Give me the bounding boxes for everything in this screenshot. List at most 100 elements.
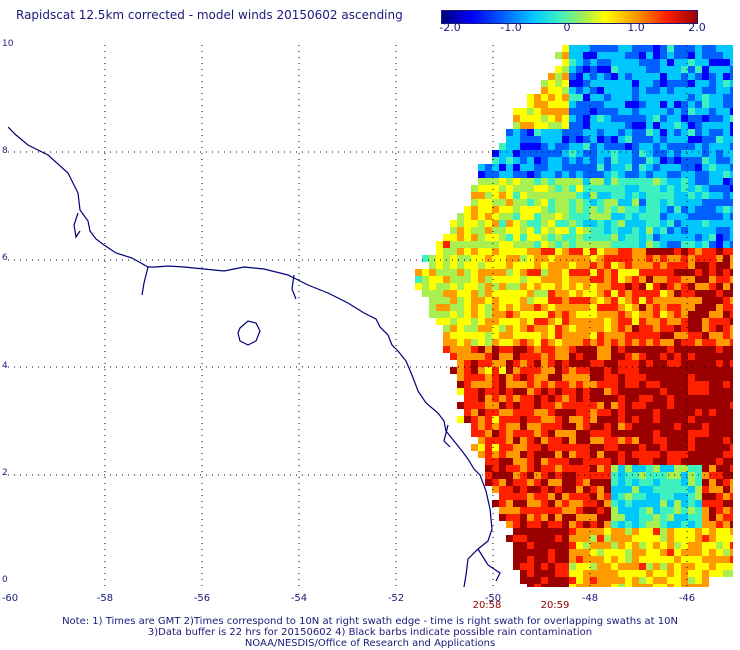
swath-cell [709, 339, 716, 346]
lon-label-56: -56 [193, 593, 211, 604]
swath-cell [548, 192, 555, 199]
swath-cell [471, 430, 478, 437]
swath-cell [625, 458, 632, 465]
swath-cell [674, 164, 681, 171]
swath-cell [702, 570, 709, 577]
swath-cell [702, 374, 709, 381]
swath-cell [639, 248, 646, 255]
swath-cell [681, 437, 688, 444]
swath-cell [653, 437, 660, 444]
swath-cell [695, 101, 702, 108]
swath-cell [639, 171, 646, 178]
swath-cell [485, 185, 492, 192]
swath-cell [590, 143, 597, 150]
swath-cell [450, 255, 457, 262]
swath-cell [576, 451, 583, 458]
colorbar [441, 10, 698, 24]
swath-cell [541, 339, 548, 346]
swath-cell [506, 227, 513, 234]
swath-cell [457, 367, 464, 374]
swath-cell [674, 486, 681, 493]
swath-cell [499, 192, 506, 199]
swath-cell [646, 374, 653, 381]
swath-cell [730, 269, 733, 276]
swath-cell [555, 171, 562, 178]
swath-cell [597, 325, 604, 332]
swath-cell [730, 465, 733, 472]
swath-cell [555, 178, 562, 185]
swath-cell [562, 45, 569, 52]
swath-cell [576, 339, 583, 346]
swath-cell [723, 423, 730, 430]
swath-cell [674, 94, 681, 101]
swath-cell [485, 192, 492, 199]
swath-cell [583, 514, 590, 521]
swath-cell [674, 248, 681, 255]
swath-cell [674, 101, 681, 108]
swath-cell [646, 164, 653, 171]
swath-cell [597, 409, 604, 416]
swath-cell [660, 430, 667, 437]
swath-cell [695, 360, 702, 367]
swath-cell [478, 451, 485, 458]
swath-cell [716, 269, 723, 276]
swath-cell [443, 276, 450, 283]
swath-cell [513, 115, 520, 122]
swath-cell [569, 108, 576, 115]
swath-cell [548, 409, 555, 416]
swath-cell [716, 73, 723, 80]
swath-cell [478, 171, 485, 178]
swath-cell [618, 416, 625, 423]
swath-cell [702, 381, 709, 388]
swath-cell [681, 416, 688, 423]
swath-cell [450, 304, 457, 311]
swath-cell [492, 381, 499, 388]
swath-cell [716, 549, 723, 556]
swath-cell [513, 388, 520, 395]
swath-cell [604, 563, 611, 570]
swath-cell [646, 332, 653, 339]
swath-cell [639, 94, 646, 101]
swath-cell [576, 52, 583, 59]
swath-cell [527, 283, 534, 290]
swath-cell [464, 262, 471, 269]
swath-cell [562, 479, 569, 486]
swath-cell [562, 542, 569, 549]
swath-cell [688, 549, 695, 556]
swath-cell [506, 136, 513, 143]
swath-cell [625, 297, 632, 304]
swath-cell [716, 80, 723, 87]
swath-cell [597, 290, 604, 297]
swath-cell [576, 94, 583, 101]
swath-cell [499, 381, 506, 388]
swath-cell [632, 507, 639, 514]
swath-cell [611, 479, 618, 486]
swath-cell [639, 416, 646, 423]
swath-cell [464, 241, 471, 248]
swath-cell [569, 66, 576, 73]
swath-cell [527, 241, 534, 248]
swath-cell [527, 290, 534, 297]
swath-cell [534, 570, 541, 577]
swath-cell [681, 248, 688, 255]
swath-cell [625, 395, 632, 402]
swath-cell [730, 458, 733, 465]
swath-cell [464, 290, 471, 297]
swath-cell [485, 171, 492, 178]
swath-cell [695, 122, 702, 129]
swath-cell [534, 115, 541, 122]
swath-cell [555, 430, 562, 437]
swath-cell [590, 500, 597, 507]
swath-cell [709, 535, 716, 542]
swath-cell [730, 570, 733, 577]
swath-cell [562, 206, 569, 213]
swath-cell [576, 458, 583, 465]
swath-cell [604, 192, 611, 199]
swath-cell [660, 185, 667, 192]
swath-cell [709, 227, 716, 234]
swath-cell [541, 157, 548, 164]
swath-cell [576, 472, 583, 479]
swath-cell [597, 437, 604, 444]
swath-cell [534, 395, 541, 402]
swath-cell [660, 255, 667, 262]
